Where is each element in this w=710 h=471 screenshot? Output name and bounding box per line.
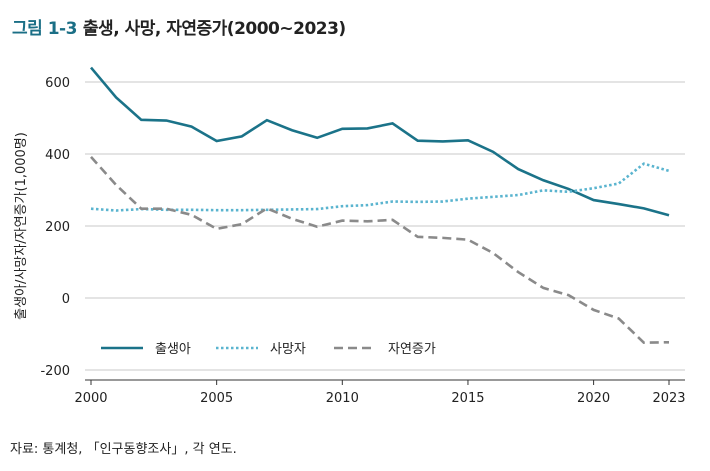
- y-tick-label: 400: [45, 148, 70, 163]
- x-tick-label: 2005: [200, 391, 233, 406]
- y-tick-label: -200: [40, 364, 70, 379]
- line-chart: -200 0 200 400 600 2000 2005 2010 2015 2020 2023 출…: [14, 66, 686, 406]
- series-line-2: [90, 162, 670, 212]
- y-tick-label: 200: [45, 220, 70, 235]
- y-axis-label: 출생아/사망자/자연증가(1,000명): [14, 132, 29, 320]
- chart-title: 그림 1-3 출생, 사망, 자연증가(2000~2023): [12, 14, 346, 39]
- y-tick-label: 0: [62, 292, 70, 307]
- legend-label: 사망자: [270, 342, 306, 357]
- x-tick-label: 2023: [652, 391, 685, 406]
- figure-number: 그림 1-3: [12, 19, 77, 39]
- y-tick-label: 600: [45, 76, 70, 91]
- title-text: 출생, 사망, 자연증가(2000~2023): [82, 19, 346, 39]
- x-tick-label: 2000: [74, 391, 107, 406]
- x-tick-label: 2015: [451, 391, 484, 406]
- legend-label: 자연증가: [388, 342, 436, 357]
- source-note: 자료: 통계청, 「인구동향조사」, 각 연도.: [10, 442, 237, 457]
- series-line-3: [90, 156, 670, 344]
- x-tick-label: 2010: [326, 391, 359, 406]
- series-line-1: [90, 66, 670, 217]
- legend-label: 출생아: [155, 342, 191, 357]
- x-tick-label: 2020: [577, 391, 610, 406]
